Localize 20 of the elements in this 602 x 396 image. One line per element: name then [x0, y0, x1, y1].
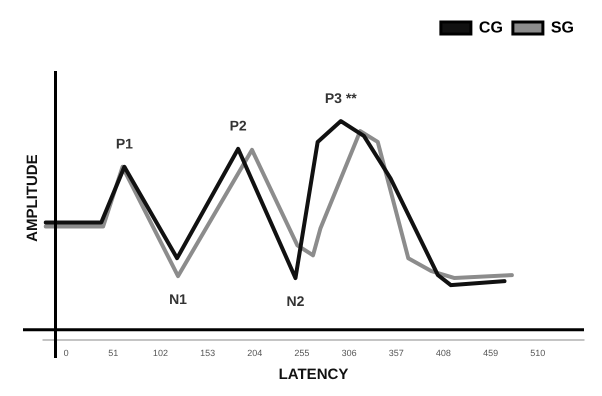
annotation: N1	[169, 291, 188, 308]
x-tick-label: 510	[530, 348, 546, 358]
x-tick-label: 153	[200, 348, 216, 358]
x-tick-label: 255	[294, 348, 310, 358]
x-tick-label: 102	[152, 348, 168, 358]
x-tick-label: 357	[388, 348, 404, 358]
x-tick-label: 51	[108, 348, 118, 358]
x-tick-label: 0	[64, 348, 69, 358]
annotation: P1	[116, 136, 134, 152]
x-tick-label: 306	[342, 348, 357, 358]
annotation: N2	[286, 292, 305, 309]
legend-label: CG	[478, 19, 503, 36]
annotation: P3 **	[324, 90, 358, 106]
legend-label: SG	[550, 19, 574, 36]
x-tick-label: 459	[483, 348, 498, 358]
annotation: P2	[230, 118, 247, 134]
x-axis-title: LATENCY	[278, 366, 348, 384]
x-tick-label: 408	[436, 348, 451, 358]
y-axis-title: AMPLITUDE	[24, 154, 42, 242]
x-tick-label: 204	[247, 348, 262, 358]
